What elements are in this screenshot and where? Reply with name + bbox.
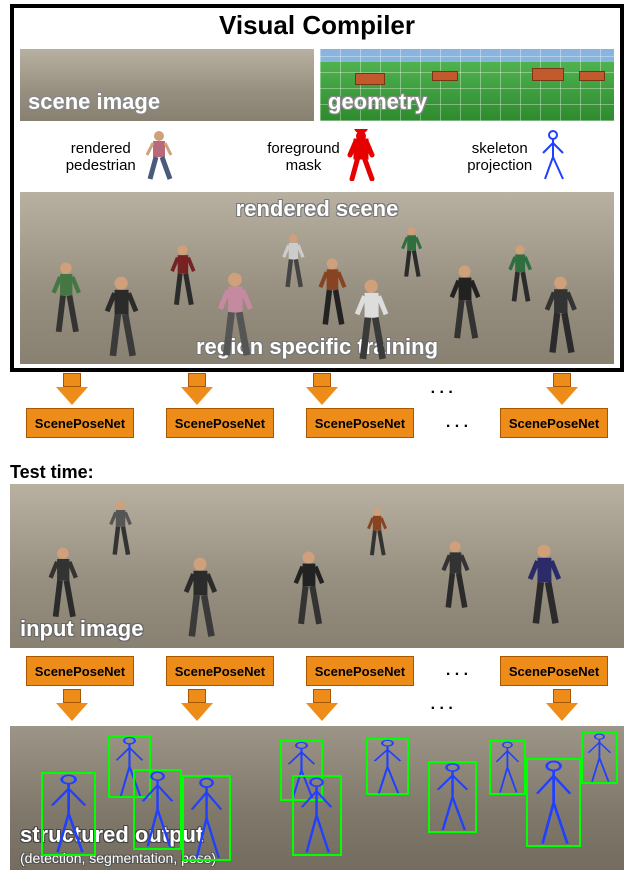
person-icon [216, 271, 255, 357]
sceneposenet-row-top: ScenePoseNet ScenePoseNet ScenePoseNet . . … [10, 408, 624, 438]
rendered-pedestrian-icon [142, 129, 176, 186]
arrows-compiler-to-nets: . . . [10, 372, 624, 406]
pose-skeleton [428, 761, 477, 833]
person-icon [507, 244, 533, 302]
skeleton-projection-icon [538, 129, 568, 186]
scene-image-label: scene image [28, 89, 160, 115]
arrow-down-icon [306, 373, 338, 405]
person-icon [543, 275, 579, 354]
structured-output-panel: structured output (detection, segmentati… [10, 726, 624, 870]
input-person [292, 550, 326, 630]
person-icon [108, 500, 133, 556]
skeleton-projection-label: skeletonprojection [467, 141, 532, 174]
person-icon [400, 226, 423, 278]
foreground-mask-label: foregroundmask [267, 141, 340, 174]
ellipsis: . . . [446, 662, 468, 680]
sceneposenet-row-bottom: ScenePoseNet ScenePoseNet ScenePoseNet . . … [10, 656, 624, 686]
person-icon [317, 257, 348, 326]
person-icon [292, 550, 326, 625]
ellipsis: . . . [431, 380, 453, 398]
pose-skeleton [292, 775, 341, 856]
person-icon [353, 278, 390, 361]
ellipsis: . . . [446, 414, 468, 432]
asset-rendered-pedestrian: renderedpedestrian [66, 129, 176, 186]
rendered-person [317, 257, 348, 331]
input-image-label: input image [20, 616, 143, 642]
rendered-scene-panel: rendered scene region specific training [20, 192, 614, 364]
arrow-down-icon [181, 689, 213, 721]
geometry-block [355, 73, 384, 85]
asset-foreground-mask: foregroundmask [267, 129, 376, 186]
input-person [108, 500, 133, 561]
person-icon [103, 275, 140, 358]
arrows-nets-to-output: . . . [10, 688, 624, 722]
person-icon [366, 507, 388, 556]
geometry-label: geometry [328, 89, 427, 115]
rendered-person [216, 271, 255, 362]
test-time-label: Test time: [10, 462, 94, 483]
sceneposenet-box: ScenePoseNet [500, 656, 608, 686]
arrow-down-icon [56, 689, 88, 721]
rendered-person [353, 278, 390, 366]
sceneposenet-box: ScenePoseNet [306, 656, 414, 686]
input-person [182, 556, 219, 643]
sceneposenet-box: ScenePoseNet [26, 656, 134, 686]
scene-image-panel: scene image [20, 49, 314, 121]
foreground-mask-icon [346, 129, 376, 186]
pose-skeleton [489, 740, 526, 795]
person-icon [281, 233, 306, 288]
input-person [366, 507, 388, 561]
rendered-person [400, 226, 423, 283]
input-person [526, 543, 563, 630]
geometry-panel: geometry [320, 49, 614, 121]
pose-skeleton [182, 775, 231, 861]
sceneposenet-box: ScenePoseNet [166, 408, 274, 438]
person-icon [526, 543, 563, 625]
input-image-panel: input image [10, 484, 624, 648]
arrow-down-icon [546, 373, 578, 405]
sceneposenet-box: ScenePoseNet [166, 656, 274, 686]
rendered-person [507, 244, 533, 307]
visual-compiler-title: Visual Compiler [14, 8, 620, 43]
rendered-person [543, 275, 579, 359]
person-icon [47, 546, 79, 618]
sceneposenet-box: ScenePoseNet [306, 408, 414, 438]
rendered-pedestrian-label: renderedpedestrian [66, 141, 136, 174]
rendered-person [448, 264, 482, 345]
rendered-person [281, 233, 306, 293]
geometry-block [579, 71, 605, 81]
input-person [440, 540, 471, 614]
ellipsis: . . . [431, 696, 453, 714]
scene-row: scene image geometry [14, 43, 620, 127]
arrow-down-icon [181, 373, 213, 405]
sceneposenet-box: ScenePoseNet [500, 408, 608, 438]
sceneposenet-box: ScenePoseNet [26, 408, 134, 438]
person-icon [440, 540, 471, 609]
arrow-down-icon [56, 373, 88, 405]
pose-skeleton [366, 738, 409, 796]
pose-skeleton [526, 758, 581, 847]
person-icon [169, 244, 197, 306]
pose-skeleton [41, 772, 96, 856]
pose-skeleton [133, 769, 182, 850]
pose-skeleton [581, 732, 618, 784]
asset-row: renderedpedestrian foregroundmask [14, 127, 620, 192]
person-icon [182, 556, 219, 638]
rendered-scene-label: rendered scene [236, 196, 399, 222]
asset-skeleton-projection: skeletonprojection [467, 129, 568, 186]
geometry-block [532, 68, 564, 81]
rendered-person [50, 261, 83, 338]
arrow-down-icon [546, 689, 578, 721]
person-icon [50, 261, 83, 333]
input-person [47, 546, 79, 623]
geometry-block [432, 71, 458, 81]
arrow-down-icon [306, 689, 338, 721]
rendered-person [103, 275, 140, 363]
visual-compiler-panel: Visual Compiler scene image geometry ren… [10, 4, 624, 372]
rendered-person [169, 244, 197, 311]
person-icon [448, 264, 482, 340]
